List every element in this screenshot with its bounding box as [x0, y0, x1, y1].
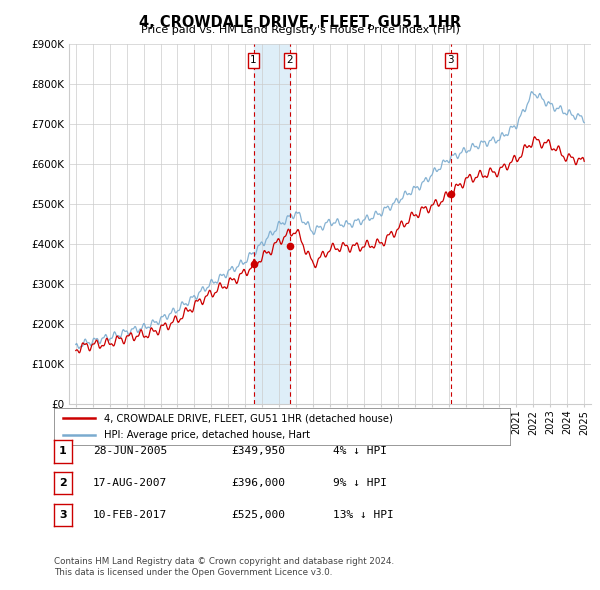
Text: 4, CROWDALE DRIVE, FLEET, GU51 1HR (detached house): 4, CROWDALE DRIVE, FLEET, GU51 1HR (deta… — [104, 414, 393, 424]
Text: 9% ↓ HPI: 9% ↓ HPI — [333, 478, 387, 488]
Text: 4% ↓ HPI: 4% ↓ HPI — [333, 447, 387, 456]
Text: 13% ↓ HPI: 13% ↓ HPI — [333, 510, 394, 520]
Text: 3: 3 — [59, 510, 67, 520]
Text: 17-AUG-2007: 17-AUG-2007 — [93, 478, 167, 488]
Text: 4, CROWDALE DRIVE, FLEET, GU51 1HR: 4, CROWDALE DRIVE, FLEET, GU51 1HR — [139, 15, 461, 30]
Text: £396,000: £396,000 — [231, 478, 285, 488]
Text: £525,000: £525,000 — [231, 510, 285, 520]
Text: 10-FEB-2017: 10-FEB-2017 — [93, 510, 167, 520]
Text: 2: 2 — [59, 478, 67, 488]
Bar — [254, 44, 290, 404]
Text: 1: 1 — [250, 55, 257, 65]
Text: £349,950: £349,950 — [231, 447, 285, 456]
Text: 3: 3 — [448, 55, 454, 65]
Text: Contains HM Land Registry data © Crown copyright and database right 2024.: Contains HM Land Registry data © Crown c… — [54, 558, 394, 566]
Text: 2: 2 — [287, 55, 293, 65]
Text: 28-JUN-2005: 28-JUN-2005 — [93, 447, 167, 456]
Text: Price paid vs. HM Land Registry's House Price Index (HPI): Price paid vs. HM Land Registry's House … — [140, 25, 460, 35]
Text: This data is licensed under the Open Government Licence v3.0.: This data is licensed under the Open Gov… — [54, 568, 332, 577]
Text: 1: 1 — [59, 447, 67, 456]
Text: HPI: Average price, detached house, Hart: HPI: Average price, detached house, Hart — [104, 431, 310, 440]
